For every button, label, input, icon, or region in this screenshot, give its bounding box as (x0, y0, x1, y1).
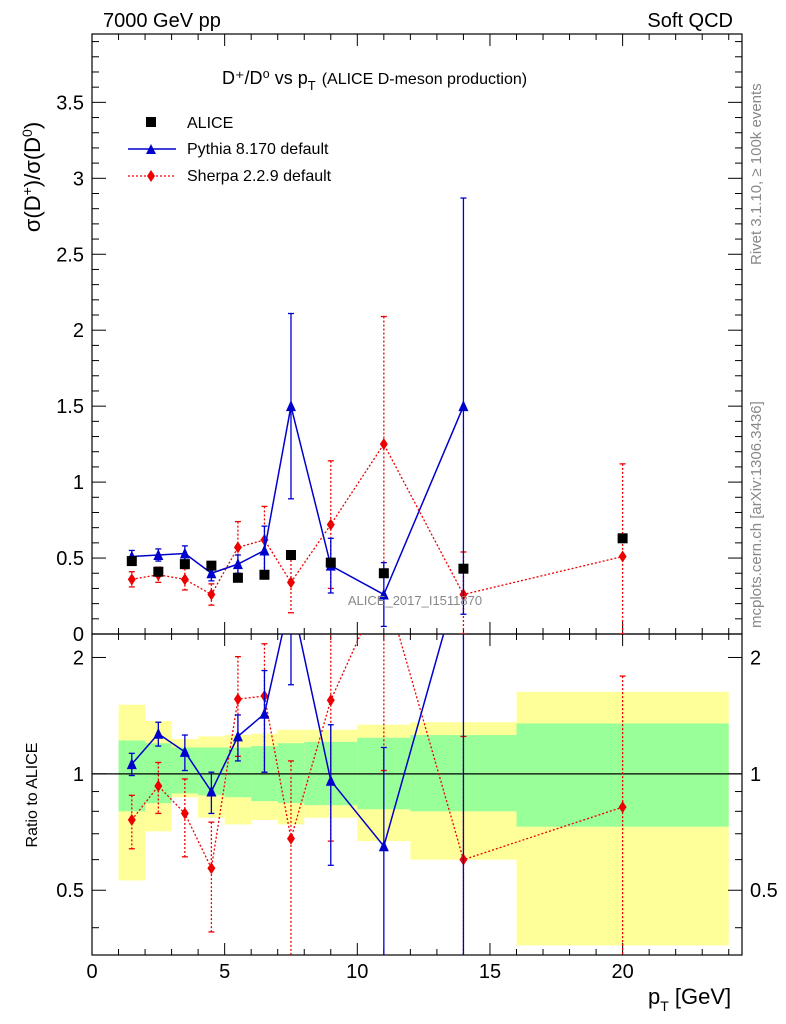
plot-title-tail: (ALICE D-meson production) (322, 71, 527, 88)
data-point (458, 563, 469, 574)
sherpa-point (127, 573, 136, 586)
y-tick-label: 3.5 (56, 92, 84, 114)
sherpa-ratio-point (180, 807, 189, 820)
pythia-point (179, 547, 190, 559)
sherpa-ratio-point (286, 832, 295, 845)
ratio-y-tick-label-right: 2 (750, 647, 761, 669)
sherpa-ratio-point (154, 780, 163, 793)
data-point (153, 566, 164, 577)
pythia-point (378, 588, 389, 600)
legend-marker-pythia (146, 144, 156, 154)
watermark: ALICE_2017_I1511870 (348, 593, 482, 608)
green-band-bin (145, 743, 172, 804)
x-tick-label: 20 (611, 961, 633, 983)
pythia-ratio-point (378, 840, 389, 852)
ratio-axis-title: Ratio to ALICE (24, 743, 41, 848)
pythia-ratio-line (131, 634, 445, 848)
y-tick-label: 2.5 (56, 244, 84, 266)
ratio-y-tick-label-right: 1 (750, 764, 761, 786)
data-point (232, 572, 243, 583)
axis-ticks: 0 5 10 15 20 0 0.5 1 1.5 2 2.5 3 3.5 0.5 0.5 1 1 2 2 (56, 34, 778, 983)
data-point (285, 550, 296, 561)
pythia-ratio-point (126, 758, 137, 770)
data-point (126, 556, 137, 567)
data-point (259, 569, 270, 580)
sherpa-point (233, 541, 242, 554)
sherpa-point (180, 573, 189, 586)
x-tick-label: 0 (86, 961, 97, 983)
legend-label-sherpa: Sherpa 2.2.9 default (187, 168, 332, 185)
pythia-ratio-point (179, 745, 190, 757)
pythia-line (131, 405, 465, 596)
pythia-ratio-point (286, 589, 296, 600)
y-tick-label: 0 (73, 624, 84, 646)
pythia-ratio-point (153, 727, 164, 739)
x-tick-label: 10 (346, 961, 368, 983)
ratio-panel-frame (91, 633, 743, 956)
pythia-ratio-point (325, 774, 336, 786)
plot-title: D⁺/D⁰ vs pT (ALICE D-meson production) (222, 68, 527, 93)
plot-frames (91, 33, 743, 956)
pythia-point (153, 549, 164, 561)
header-left: 7000 GeV pp (103, 10, 221, 32)
pythia-point (285, 400, 296, 412)
y-axis-title: σ(D+)/σ(D0) (19, 122, 45, 232)
sherpa-ratio-point (127, 813, 136, 826)
sherpa-point (286, 576, 295, 589)
pythia-point (458, 400, 469, 412)
ratio-y-tick-label-right: 0.5 (750, 880, 778, 902)
legend-label-pythia: Pythia 8.170 default (187, 141, 329, 158)
data-point (378, 568, 389, 579)
y-tick-label: 3 (73, 168, 84, 190)
plot-title-main: D⁺/D⁰ vs p (222, 68, 308, 88)
x-tick-label: 5 (219, 961, 230, 983)
sherpa-ratio-point (326, 694, 335, 707)
sherpa-ratio-point (207, 862, 216, 875)
pythia-point (206, 567, 217, 579)
sherpa-point (618, 550, 627, 563)
pythia-ratio-point (206, 785, 217, 797)
y-tick-label: 0.5 (56, 548, 84, 570)
x-axis-title: pT [GeV] (648, 984, 731, 1014)
header-right: Soft QCD (647, 10, 733, 32)
x-tick-label: 15 (479, 961, 501, 983)
side-label-top: Rivet 3.1.10, ≥ 100k events (748, 83, 765, 265)
data-point (179, 559, 190, 570)
y-tick-label: 2 (73, 320, 84, 342)
sherpa-line (131, 442, 623, 596)
y-tick-label: 1 (73, 472, 84, 494)
data-point (206, 560, 217, 571)
uncertainty-bands (118, 691, 729, 946)
sherpa-ratio-point (618, 801, 627, 814)
sherpa-ratio-point (233, 693, 242, 706)
legend-marker-sherpa (147, 170, 155, 182)
data-point (617, 533, 628, 544)
pythia-ratio-point (232, 730, 243, 742)
ratio-y-tick-label: 1 (73, 764, 84, 786)
sherpa-point (379, 438, 388, 451)
ratio-y-tick-label: 2 (73, 647, 84, 669)
sherpa-ratio-line (131, 634, 623, 871)
top-panel-series (126, 197, 628, 634)
ratio-y-tick-label: 0.5 (56, 880, 84, 902)
legend-label-data: ALICE (187, 115, 233, 132)
ratio-panel-series (126, 589, 627, 955)
y-tick-label: 1.5 (56, 396, 84, 418)
sherpa-point (326, 518, 335, 531)
pythia-point (259, 544, 270, 556)
series-layer (126, 197, 628, 955)
data-point (325, 557, 336, 568)
pythia-ratio-point (259, 707, 270, 719)
sherpa-point (207, 588, 216, 601)
side-label-bottom: mcplots.cern.ch [arXiv:1306.3436] (748, 401, 765, 628)
pythia-point (232, 558, 243, 570)
plot-title-sub: T (308, 78, 316, 93)
legend-marker-data (146, 117, 156, 127)
